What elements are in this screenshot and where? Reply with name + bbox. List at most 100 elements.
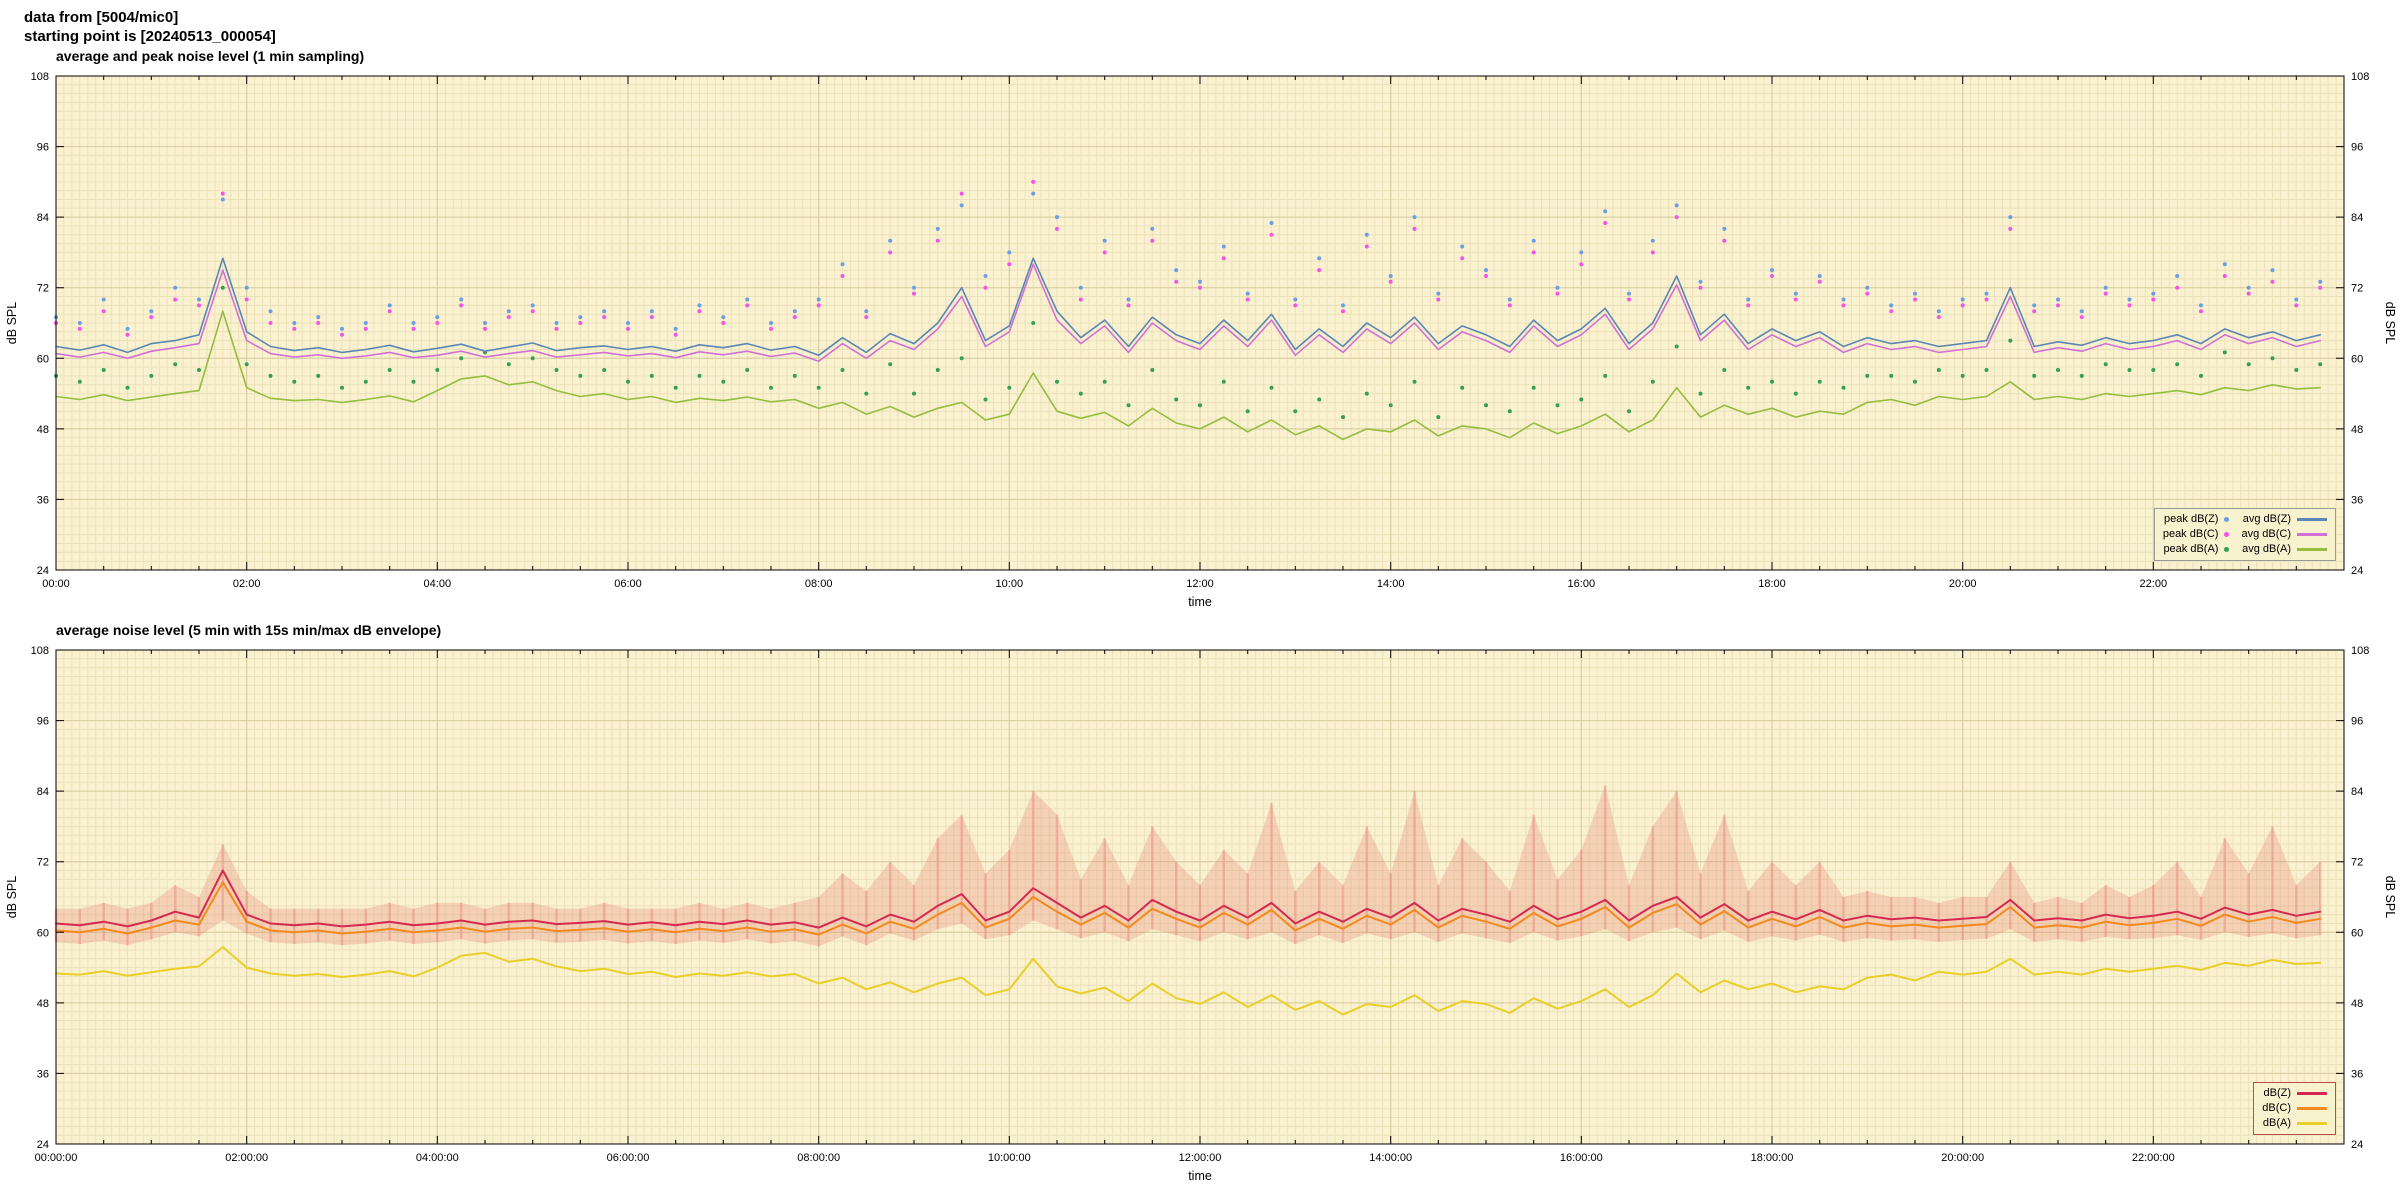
line-marker-icon (2297, 1107, 2327, 1110)
x-tick-label: 14:00:00 (1369, 1152, 1412, 1164)
legend-entry: avg dB(Z) (2241, 512, 2327, 527)
y-tick-label-right: 72 (2351, 283, 2363, 295)
line-marker-icon (2297, 518, 2327, 521)
line-marker-icon (2297, 1122, 2327, 1125)
y-tick-label-right: 108 (2351, 645, 2369, 657)
y-tick-label-left: 72 (37, 857, 49, 869)
y-tick-label-left: 96 (37, 716, 49, 728)
series-dB-A- (55, 946, 2322, 1016)
y-axis-label-left: dB SPL (5, 302, 19, 344)
x-tick-label: 06:00 (614, 578, 642, 590)
x-tick-label: 02:00 (233, 578, 261, 590)
legend-label: peak dB(A) (2163, 543, 2219, 555)
x-tick-label: 22:00:00 (2132, 1152, 2175, 1164)
y-tick-label-right: 36 (2351, 1068, 2363, 1080)
y-tick-label-right: 72 (2351, 857, 2363, 869)
legend-label: peak dB(Z) (2164, 513, 2219, 525)
y-tick-label-right: 48 (2351, 424, 2363, 436)
x-tick-label: 12:00 (1186, 578, 1214, 590)
x-tick-label: 04:00:00 (416, 1152, 459, 1164)
noise-chart-bottom: 00:00:00 02:00:00 04:00:00 06:00:00 08:00:00… (5, 645, 2397, 1183)
series-avg-dB-C- (55, 263, 2321, 363)
legend-entry: peak dB(C) (2163, 527, 2230, 542)
y-tick-label-right: 48 (2351, 998, 2363, 1010)
tick-labels: 00:00 02:00 04:00 06:00 08:00 10:00 12:00 14:00… (31, 71, 2370, 590)
dot-marker-icon (2224, 547, 2230, 552)
series-peak-dB-C- (54, 179, 2323, 337)
series-dB-C- (55, 881, 2322, 936)
x-tick-label: 14:00 (1377, 578, 1405, 590)
header-line1: data from [5004/mic0] (24, 9, 179, 26)
header: data from [5004/mic0] starting point is … (24, 8, 276, 46)
x-tick-label: 02:00:00 (225, 1152, 268, 1164)
legend-entry: avg dB(C) (2241, 527, 2327, 542)
chart-title-bottom: average noise level (5 min with 15s min/… (56, 622, 442, 638)
legend-top: peak dB(Z) peak dB(C) peak dB(A) avg dB(Z) a… (2153, 508, 2336, 561)
legend-label: avg dB(C) (2241, 528, 2291, 540)
x-tick-label: 18:00 (1758, 578, 1786, 590)
noise-chart-top: 00:00 02:00 04:00 06:00 08:00 10:00 12:00 14:00… (5, 71, 2397, 609)
x-tick-label: 12:00:00 (1179, 1152, 1222, 1164)
y-tick-label-left: 72 (37, 283, 49, 295)
x-tick-label: 08:00:00 (797, 1152, 840, 1164)
y-tick-label-left: 84 (37, 786, 49, 798)
dot-marker-icon (2224, 517, 2230, 522)
y-tick-label-left: 24 (37, 1139, 49, 1151)
x-tick-label: 10:00:00 (988, 1152, 1031, 1164)
y-tick-label-left: 24 (37, 565, 49, 577)
y-tick-label-left: 108 (31, 71, 49, 83)
y-tick-label-right: 96 (2351, 716, 2363, 728)
y-tick-label-left: 96 (37, 142, 49, 154)
y-axis-label-left: dB SPL (5, 876, 19, 918)
chart-title-top: average and peak noise level (1 min samp… (56, 48, 365, 64)
legend-entry: dB(A) (2262, 1116, 2327, 1131)
header-line2: starting point is [20240513_000054] (24, 28, 276, 45)
line-marker-icon (2297, 548, 2327, 551)
x-tick-label: 00:00:00 (35, 1152, 78, 1164)
series-peak-dB-Z- (54, 191, 2323, 331)
dot-marker-icon (2224, 532, 2230, 537)
y-tick-label-right: 84 (2351, 786, 2363, 798)
x-axis-label: time (1188, 1169, 1212, 1183)
y-tick-label-right: 24 (2351, 565, 2363, 577)
line-marker-icon (2297, 533, 2327, 536)
y-tick-label-left: 48 (37, 998, 49, 1010)
x-tick-label: 10:00 (996, 578, 1024, 590)
line-marker-icon (2297, 1092, 2327, 1095)
y-tick-label-left: 108 (31, 645, 49, 657)
legend-label: dB(A) (2262, 1117, 2291, 1129)
y-tick-label-left: 60 (37, 927, 49, 939)
tick-labels: 00:00:00 02:00:00 04:00:00 06:00:00 08:00:00… (31, 645, 2370, 1164)
chart-block-bottom: average noise level (5 min with 15s min/… (0, 622, 2400, 1192)
legend-label: dB(C) (2262, 1102, 2291, 1114)
legend-column: peak dB(Z) peak dB(C) peak dB(A) (2163, 512, 2230, 557)
y-tick-label-left: 48 (37, 424, 49, 436)
series-avg-dB-A- (55, 310, 2321, 441)
x-tick-label: 06:00:00 (607, 1152, 650, 1164)
y-tick-label-right: 108 (2351, 71, 2369, 83)
series-dB-Z- (55, 869, 2322, 929)
envelope-band (56, 785, 2321, 947)
y-tick-label-right: 36 (2351, 494, 2363, 506)
legend-label: dB(Z) (2263, 1087, 2292, 1099)
x-axis-label: time (1188, 595, 1212, 609)
y-tick-label-right: 60 (2351, 353, 2363, 365)
x-tick-label: 00:00 (42, 578, 70, 590)
y-axis-label-right: dB SPL (2383, 302, 2397, 344)
legend-column: avg dB(Z) avg dB(C) avg dB(A) (2241, 512, 2327, 557)
x-tick-label: 20:00 (1949, 578, 1977, 590)
series-avg-dB-Z- (55, 257, 2321, 357)
legend-label: avg dB(A) (2242, 543, 2291, 555)
legend-column: dB(Z) dB(C) dB(A) (2262, 1086, 2327, 1131)
y-axis-label-right: dB SPL (2383, 876, 2397, 918)
x-tick-label: 08:00 (805, 578, 833, 590)
series-peak-dB-A- (54, 285, 2323, 420)
y-tick-label-right: 84 (2351, 212, 2363, 224)
y-tick-label-left: 60 (37, 353, 49, 365)
y-tick-label-right: 24 (2351, 1139, 2363, 1151)
y-tick-label-left: 36 (37, 1068, 49, 1080)
x-tick-label: 16:00:00 (1560, 1152, 1603, 1164)
x-tick-label: 18:00:00 (1751, 1152, 1794, 1164)
y-tick-label-left: 84 (37, 212, 49, 224)
legend-entry: dB(C) (2262, 1101, 2327, 1116)
